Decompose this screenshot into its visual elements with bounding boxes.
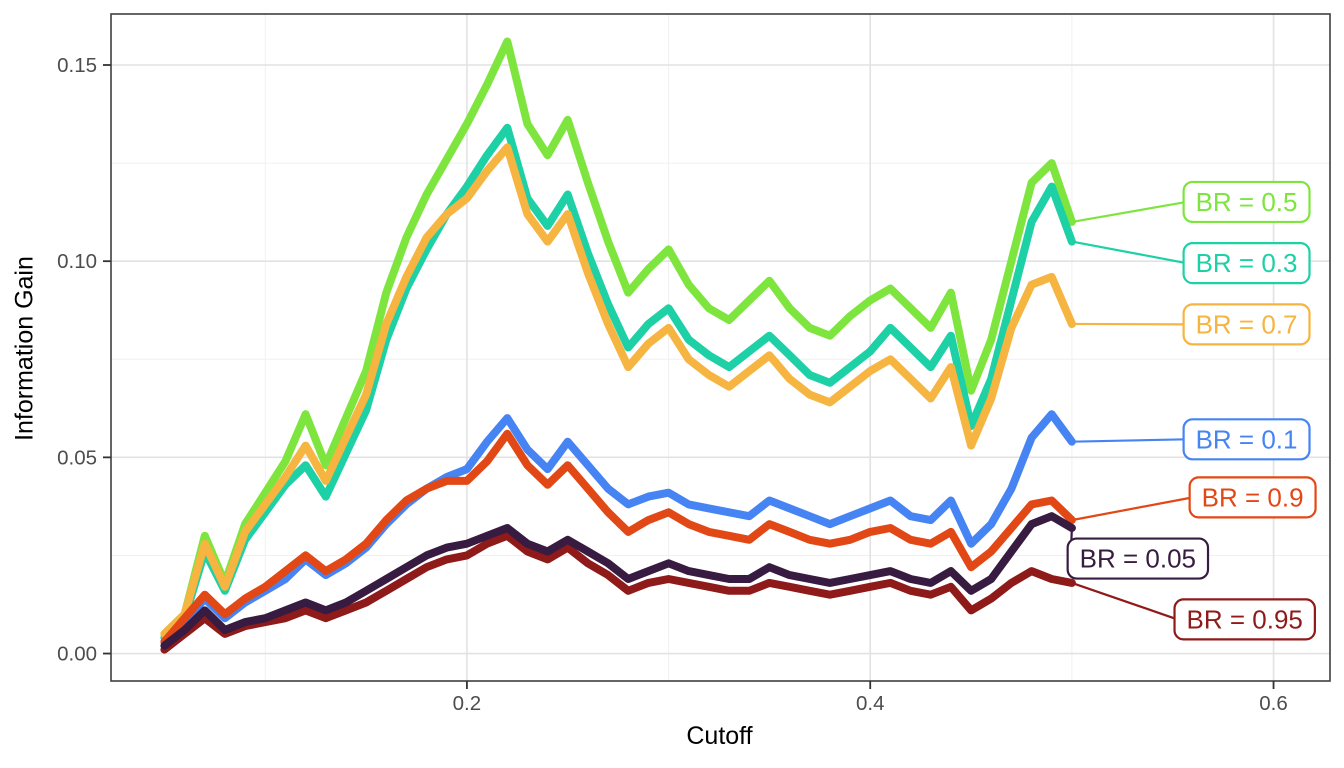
y-tick-label-0.15: 0.15 [57,54,97,77]
series-label-box-br-0.5 [1182,180,1311,224]
series-line-br-0.3 [160,123,1076,642]
y-tick-label-0.05: 0.05 [57,446,97,469]
y-tick-label-0.00: 0.00 [57,643,97,666]
series-line-br-0.05 [160,512,1076,650]
series-label-br-0.9: BR = 0.9 [1188,476,1317,519]
series-label-box-br-0.3 [1182,242,1311,285]
series-label-box-br-0.1 [1182,418,1311,461]
series-label-text-br-0.5: BR = 0.5 [1196,187,1298,217]
series-line-br-0.9 [160,429,1076,646]
panel-border [110,13,1331,682]
series-label-br-0.7: BR = 0.7 [1182,303,1311,346]
series-label-text-br-0.9: BR = 0.9 [1202,482,1304,512]
x-tick-label-0.6: 0.6 [1259,692,1288,715]
label-leader-br-0.3 [1071,240,1187,265]
series-line-br-0.95 [160,531,1076,654]
axis-ticks [103,64,1275,689]
series-label-text-br-0.1: BR = 0.1 [1196,424,1298,454]
series-label-br-0.05: BR = 0.05 [1066,537,1210,580]
series-line-br-0.7 [160,143,1076,638]
label-leader-br-0.5 [1071,200,1187,224]
series-line-br-0.5 [160,37,1076,638]
series-label-text-br-0.7: BR = 0.7 [1196,309,1298,339]
series-label-box-br-0.9 [1188,476,1317,519]
label-leader-br-0.95 [1071,581,1178,621]
series-label-text-br-0.3: BR = 0.3 [1196,248,1298,278]
series-label-text-br-0.05: BR = 0.05 [1080,544,1196,574]
series-label-br-0.3: BR = 0.3 [1182,242,1311,285]
tick-labels: 0.2 0.4 0.6 0.00 0.05 0.10 0.15 [57,54,1288,715]
y-axis-title: Information Gain [10,256,39,441]
series-label-box-br-0.95 [1173,598,1316,641]
label-leader-br-0.9 [1071,496,1193,522]
series-label-box-br-0.7 [1182,303,1311,346]
x-tick-label-0.2: 0.2 [453,692,482,715]
label-leader-br-0.1 [1071,438,1187,443]
series-label-box-br-0.05 [1066,537,1210,580]
series-labels: BR = 0.5 BR = 0.3 BR = 0.7 BR = 0.1 BR = 0.9… [1066,180,1317,641]
x-axis-title: Cutoff [686,722,753,750]
series-label-br-0.95: BR = 0.95 [1173,598,1316,641]
label-leader-lines [1069,200,1193,621]
series-label-br-0.1: BR = 0.1 [1182,418,1311,461]
x-tick-label-0.4: 0.4 [856,692,885,715]
grid-minor [111,14,1330,681]
series-label-br-0.5: BR = 0.5 [1182,180,1311,224]
series-label-text-br-0.95: BR = 0.95 [1187,604,1303,634]
y-tick-label-0.10: 0.10 [57,250,97,273]
series-lines [160,37,1076,654]
